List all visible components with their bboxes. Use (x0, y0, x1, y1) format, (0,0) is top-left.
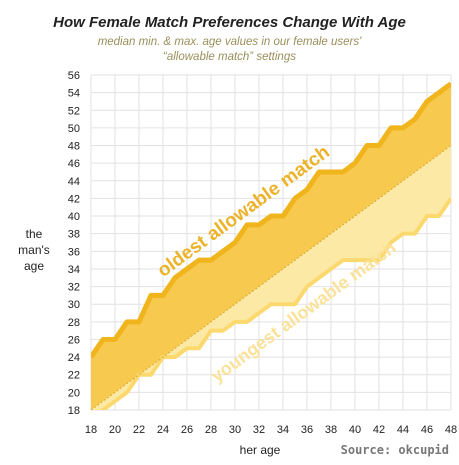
oldest-series-line (91, 81, 451, 359)
y-tick-label: 20 (68, 387, 80, 399)
y-tick-label: 54 (68, 88, 80, 100)
y-axis-label-line: man's (18, 243, 50, 257)
y-tick-label: 38 (68, 229, 80, 241)
x-tick-label: 24 (157, 424, 169, 436)
y-tick-label: 48 (68, 141, 80, 153)
y-tick-label: 44 (68, 176, 80, 188)
x-tick-label: 28 (205, 424, 217, 436)
x-tick-label: 48 (445, 424, 457, 436)
y-tick-label: 22 (68, 370, 80, 382)
x-tick-label: 34 (277, 424, 289, 436)
x-tick-label: 46 (421, 424, 433, 436)
y-tick-label: 18 (68, 405, 80, 417)
y-tick-label: 26 (68, 334, 80, 346)
y-tick-label: 52 (68, 105, 80, 117)
y-tick-label: 24 (68, 352, 80, 364)
y-tick-label: 34 (68, 264, 80, 276)
x-tick-label: 22 (133, 424, 145, 436)
y-tick-label: 42 (68, 193, 80, 205)
source-credit: Source: okcupid (340, 443, 449, 457)
x-tick-label: 20 (109, 424, 121, 436)
x-tick-label: 32 (253, 424, 265, 436)
y-axis-label-line: the (25, 227, 43, 241)
plot-area (91, 81, 451, 410)
x-tick-label: 30 (229, 424, 241, 436)
y-axis-label: the man's age (6, 226, 62, 274)
x-axis-label: her age (239, 443, 281, 457)
x-tick-label: 18 (85, 424, 97, 436)
y-tick-label: 46 (68, 158, 80, 170)
y-tick-label: 36 (68, 246, 80, 258)
y-tick-label: 32 (68, 282, 80, 294)
chart-title: How Female Match Preferences Change With… (53, 14, 406, 31)
oldest-band (91, 83, 451, 410)
x-tick-label: 44 (397, 424, 409, 436)
y-tick-label: 30 (68, 299, 80, 311)
youngest-series-line (99, 197, 451, 410)
y-tick-label: 28 (68, 317, 80, 329)
x-tick-label: 36 (301, 424, 313, 436)
x-tick-label: 26 (181, 424, 193, 436)
chart-subtitle-line-2: “allowable match” settings (163, 51, 296, 63)
y-tick-label: 56 (68, 70, 80, 82)
reference-diagonal (91, 145, 451, 410)
x-tick-label: 42 (373, 424, 385, 436)
y-tick-label: 50 (68, 123, 80, 135)
y-tick-label: 40 (68, 211, 80, 223)
y-axis-label-line: age (23, 259, 45, 273)
x-tick-label: 40 (349, 424, 361, 436)
x-tick-label: 38 (325, 424, 337, 436)
chart-subtitle-line-1: median min. & max. age values in our fem… (97, 36, 362, 48)
